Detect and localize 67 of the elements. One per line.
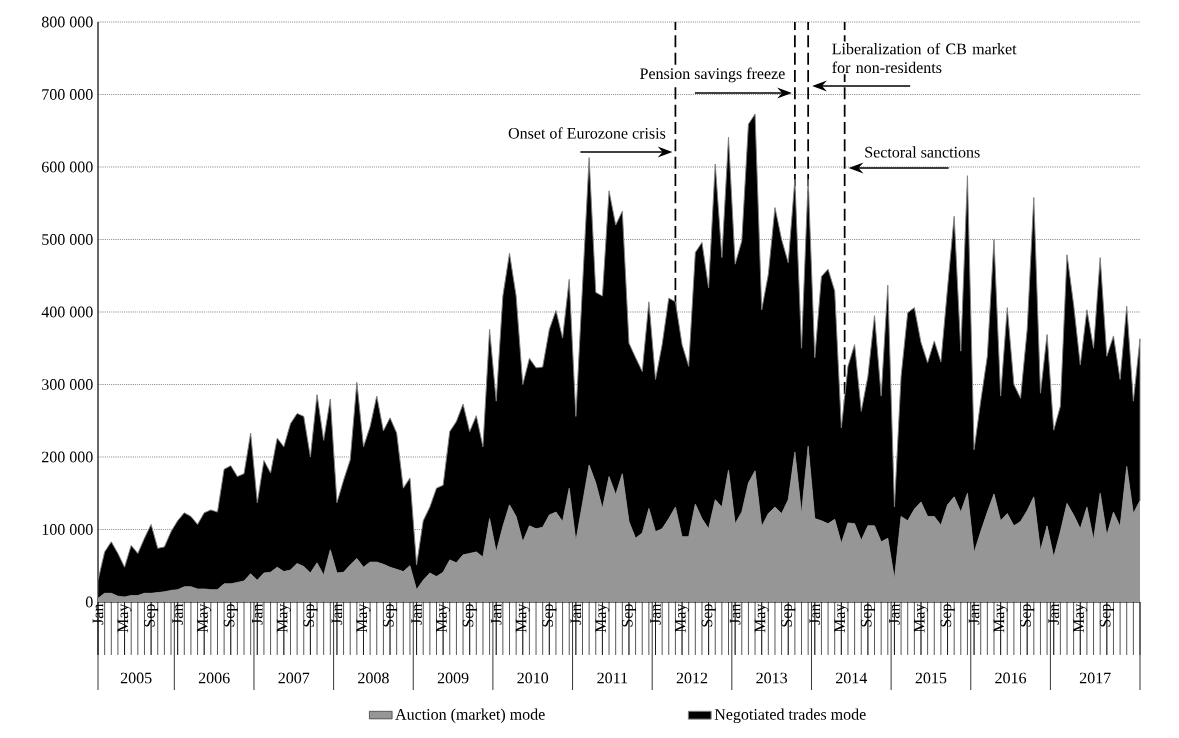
x-tick-label: Sep	[303, 604, 318, 627]
ref-line-label: Onset of Eurozone crisis	[508, 127, 666, 139]
x-tick-label: Jan	[331, 603, 343, 625]
x-tick-label: May	[197, 603, 212, 633]
x-tick-label: Jan	[92, 603, 104, 625]
ref-line-label: Pension savings freeze	[640, 67, 785, 83]
x-tick-label: Sep	[383, 604, 398, 627]
x-tick-label: Sep	[781, 604, 796, 627]
text: 2013	[756, 672, 788, 684]
x-tick-label: Sep	[223, 604, 238, 627]
x-tick-label: Jan	[650, 603, 661, 625]
x-tick-label: May	[515, 603, 530, 633]
ref-line-label: Sectoral sanctions	[865, 146, 980, 158]
y-tick-label: 600 000	[42, 161, 93, 173]
text: 2005	[120, 672, 152, 684]
x-tick-label: Sep	[1099, 604, 1114, 627]
x-tick-label: May	[595, 603, 610, 633]
y-tick-label: 200 000	[42, 451, 93, 463]
x-tick-label: Jan	[1048, 603, 1060, 625]
text: 2015	[915, 672, 947, 684]
y-tick-label: 800 000	[41, 16, 93, 28]
x-tick-label: Sep	[1020, 604, 1035, 627]
x-tick-label: Jan	[570, 603, 582, 625]
text: 2007	[278, 672, 310, 684]
y-tick-label: 400 000	[41, 306, 93, 318]
x-tick-label: May	[675, 603, 690, 633]
x-tick-label: Jan	[809, 603, 821, 625]
x-tick-label: May	[276, 603, 291, 633]
x-tick-label: Jan	[490, 603, 502, 625]
x-tick-label: Sep	[462, 604, 477, 627]
text: 2010	[517, 672, 549, 684]
x-tick-label: Sep	[621, 604, 636, 627]
y-tick-label: 100 000	[42, 524, 93, 535]
x-tick-label: Jan	[411, 603, 422, 625]
y-tick-label: 300 000	[42, 379, 93, 390]
x-tick-label: May	[914, 603, 928, 633]
text: 2014	[836, 672, 868, 684]
x-tick-label: Jan	[729, 603, 741, 625]
text: 2009	[437, 672, 469, 684]
text: 2017	[1079, 672, 1111, 684]
x-tick-label: Jan	[251, 603, 263, 625]
text: 2011	[597, 672, 628, 684]
x-tick-label: May	[1073, 603, 1088, 633]
x-tick-label: Sep	[701, 604, 716, 627]
x-tick-label: May	[993, 603, 1008, 633]
text: 2016	[995, 672, 1027, 684]
y-tick-label: 500 000	[42, 234, 93, 245]
legend-label: Negotiated trades mode	[714, 708, 866, 724]
x-tick-label: Sep	[940, 604, 955, 627]
x-tick-label: Sep	[860, 604, 875, 627]
x-tick-label: Jan	[172, 603, 183, 625]
x-tick-label: Jan	[889, 603, 900, 625]
legend-label: Auction (market) mode	[395, 708, 545, 724]
ref-line-label: Liberalization of CB market for non-residents	[832, 42, 1017, 74]
text: 2012	[676, 672, 708, 684]
x-tick-label: Sep	[542, 604, 557, 627]
text: 2008	[358, 672, 389, 684]
x-tick-label: Jan	[968, 603, 980, 625]
x-tick-label: May	[834, 603, 849, 633]
y-tick-label: 0	[85, 596, 93, 608]
x-tick-label: Sep	[144, 604, 159, 627]
x-tick-label: May	[117, 603, 132, 633]
x-tick-label: May	[754, 603, 769, 633]
x-tick-label: May	[436, 603, 451, 633]
x-tick-label: May	[356, 603, 371, 633]
text: 2006	[198, 672, 230, 684]
y-tick-label: 700 000	[42, 89, 93, 100]
